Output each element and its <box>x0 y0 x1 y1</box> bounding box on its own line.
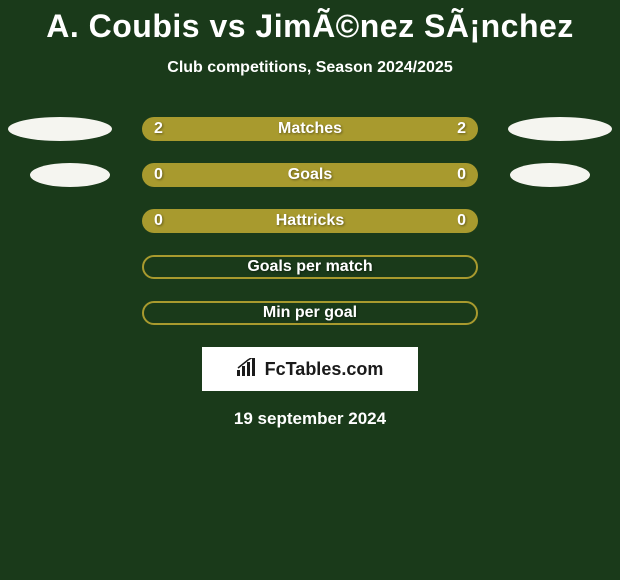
stat-right-value: 0 <box>457 212 466 230</box>
stat-label: Goals <box>288 166 332 184</box>
right-marker-ellipse <box>508 117 612 141</box>
stat-right-value: 0 <box>457 166 466 184</box>
logo-text: FcTables.com <box>237 358 384 381</box>
stat-left-value: 0 <box>154 212 163 230</box>
logo-label: FcTables.com <box>265 359 384 380</box>
stat-label: Hattricks <box>276 212 344 230</box>
comparison-title: A. Coubis vs JimÃ©nez SÃ¡nchez <box>0 8 620 45</box>
stat-bar: Min per goal <box>142 301 478 325</box>
stat-label: Matches <box>278 120 342 138</box>
date-label: 19 september 2024 <box>0 409 620 429</box>
stat-right-value: 2 <box>457 120 466 138</box>
stat-row-hattricks: 0 Hattricks 0 <box>0 209 620 233</box>
stat-bar: Goals per match <box>142 255 478 279</box>
stat-row-min-per-goal: Min per goal <box>0 301 620 325</box>
comparison-subtitle: Club competitions, Season 2024/2025 <box>0 59 620 77</box>
stat-row-goals-per-match: Goals per match <box>0 255 620 279</box>
stat-label: Goals per match <box>247 258 372 276</box>
stat-left-value: 0 <box>154 166 163 184</box>
stat-label: Min per goal <box>263 304 357 322</box>
stat-bar: 2 Matches 2 <box>142 117 478 141</box>
left-marker-ellipse <box>30 163 110 187</box>
stats-section: 2 Matches 2 0 Goals 0 0 Hattricks 0 <box>0 117 620 325</box>
stat-bar: 0 Goals 0 <box>142 163 478 187</box>
chart-icon <box>237 358 259 381</box>
comparison-container: A. Coubis vs JimÃ©nez SÃ¡nchez Club comp… <box>0 0 620 429</box>
left-marker-ellipse <box>8 117 112 141</box>
logo-box: FcTables.com <box>202 347 418 391</box>
stat-row-goals: 0 Goals 0 <box>0 163 620 187</box>
right-marker-ellipse <box>510 163 590 187</box>
stat-left-value: 2 <box>154 120 163 138</box>
stat-row-matches: 2 Matches 2 <box>0 117 620 141</box>
stat-bar: 0 Hattricks 0 <box>142 209 478 233</box>
